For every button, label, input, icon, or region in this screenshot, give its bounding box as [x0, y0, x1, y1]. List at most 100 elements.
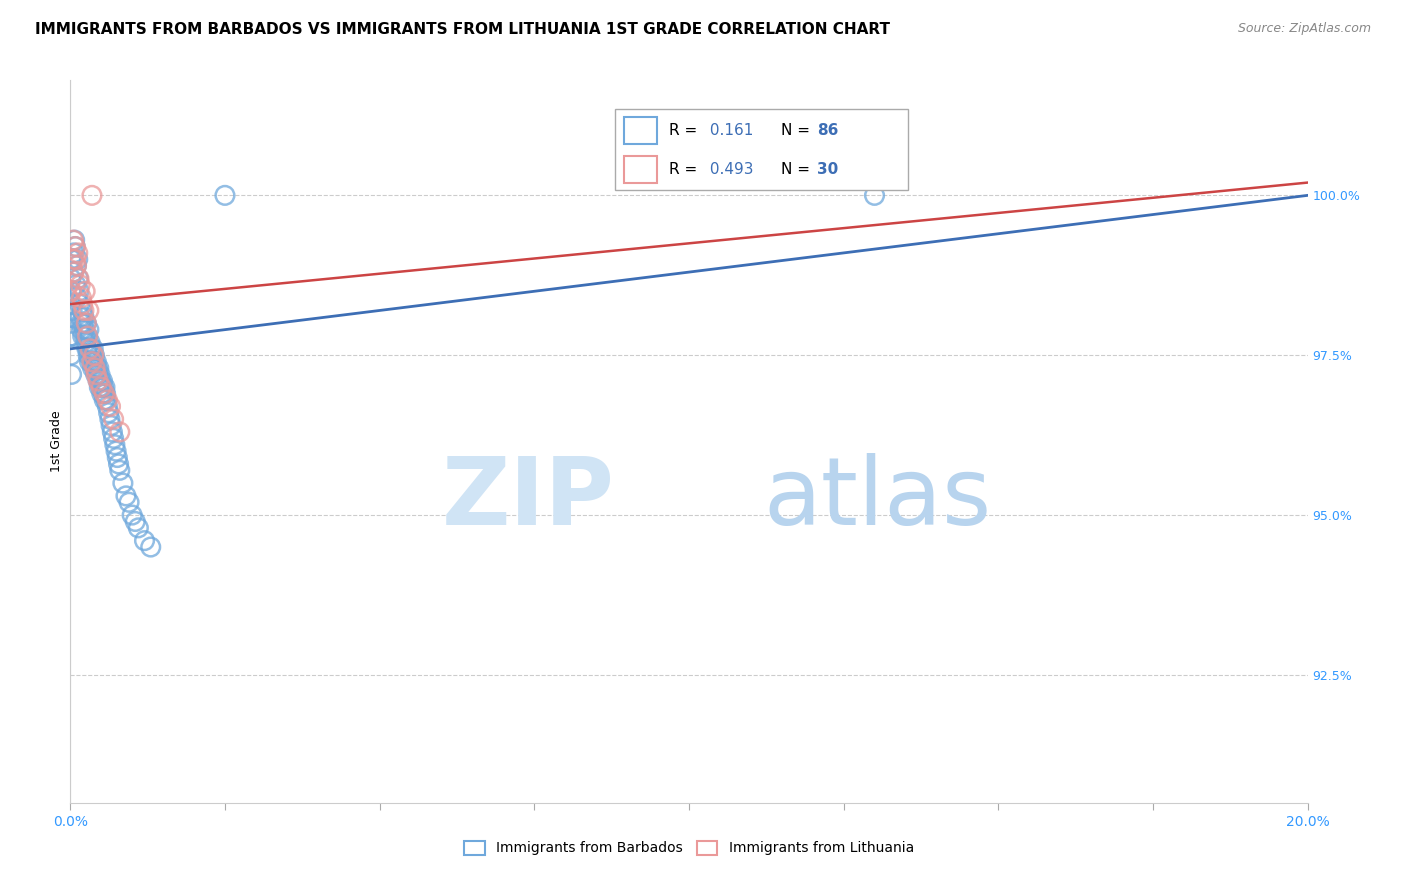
Point	[67, 285, 90, 299]
Point	[59, 297, 82, 311]
Text: 0.493: 0.493	[706, 162, 754, 178]
Point	[72, 329, 94, 343]
Point	[65, 259, 87, 273]
Point	[62, 265, 84, 279]
Point	[108, 463, 131, 477]
Point	[121, 508, 143, 522]
Text: Source: ZipAtlas.com: Source: ZipAtlas.com	[1237, 22, 1371, 36]
Point	[72, 297, 94, 311]
Point	[60, 285, 83, 299]
Point	[101, 425, 124, 439]
Point	[72, 316, 94, 330]
Point	[76, 342, 98, 356]
Point	[73, 310, 96, 324]
Point	[66, 252, 89, 267]
Point	[79, 342, 101, 356]
Point	[62, 252, 84, 267]
Point	[90, 374, 112, 388]
Point	[67, 271, 90, 285]
Point	[100, 418, 122, 433]
Point	[59, 348, 82, 362]
Point	[104, 438, 127, 452]
Point	[77, 303, 100, 318]
Legend: Immigrants from Barbados, Immigrants from Lithuania: Immigrants from Barbados, Immigrants fro…	[458, 835, 920, 861]
Point	[89, 368, 111, 382]
Point	[214, 188, 236, 202]
Point	[87, 374, 110, 388]
Y-axis label: 1st Grade: 1st Grade	[51, 410, 63, 473]
Point	[80, 354, 103, 368]
Point	[87, 374, 110, 388]
Point	[63, 246, 86, 260]
Point	[82, 342, 104, 356]
Point	[84, 368, 107, 382]
Point	[86, 361, 108, 376]
Point	[66, 246, 89, 260]
Text: 0.161: 0.161	[706, 123, 754, 138]
Point	[107, 457, 129, 471]
Text: atlas: atlas	[763, 453, 991, 545]
Point	[62, 252, 84, 267]
Point	[97, 406, 120, 420]
Point	[77, 323, 100, 337]
Point	[60, 368, 83, 382]
Text: R =: R =	[669, 162, 702, 178]
Point	[111, 476, 134, 491]
Point	[60, 303, 83, 318]
Point	[77, 348, 100, 362]
Point	[83, 354, 105, 368]
Point	[62, 233, 84, 247]
Text: 30: 30	[817, 162, 838, 178]
Point	[87, 361, 110, 376]
Point	[59, 252, 82, 267]
Point	[59, 329, 82, 343]
Point	[65, 252, 87, 267]
Bar	[624, 117, 657, 145]
Point	[69, 297, 91, 311]
FancyBboxPatch shape	[614, 109, 908, 190]
Point	[63, 265, 86, 279]
Point	[70, 303, 93, 318]
Point	[69, 316, 91, 330]
Point	[86, 368, 108, 382]
Point	[84, 354, 107, 368]
Point	[80, 348, 103, 362]
Point	[108, 425, 131, 439]
Bar	[624, 156, 657, 183]
Point	[70, 291, 93, 305]
Point	[103, 431, 125, 445]
Text: N =: N =	[780, 162, 814, 178]
Text: 86: 86	[817, 123, 838, 138]
Point	[91, 380, 114, 394]
Point	[115, 489, 138, 503]
Point	[67, 271, 90, 285]
Point	[863, 188, 886, 202]
Point	[76, 329, 98, 343]
Point	[134, 533, 156, 548]
Point	[60, 329, 83, 343]
Point	[105, 444, 128, 458]
Point	[65, 259, 87, 273]
Text: IMMIGRANTS FROM BARBADOS VS IMMIGRANTS FROM LITHUANIA 1ST GRADE CORRELATION CHAR: IMMIGRANTS FROM BARBADOS VS IMMIGRANTS F…	[35, 22, 890, 37]
Point	[65, 239, 87, 253]
Point	[69, 310, 91, 324]
Point	[73, 303, 96, 318]
Point	[75, 329, 97, 343]
Point	[80, 354, 103, 368]
Text: R =: R =	[669, 123, 702, 138]
Point	[73, 323, 96, 337]
Point	[66, 291, 89, 305]
Point	[98, 412, 121, 426]
Point	[90, 380, 112, 394]
Point	[94, 386, 117, 401]
Point	[84, 361, 107, 376]
Point	[127, 521, 149, 535]
Point	[79, 354, 101, 368]
Point	[83, 348, 105, 362]
Point	[89, 380, 111, 394]
Point	[90, 386, 112, 401]
Point	[90, 380, 112, 394]
Point	[75, 316, 97, 330]
Point	[59, 271, 82, 285]
Point	[105, 450, 128, 465]
